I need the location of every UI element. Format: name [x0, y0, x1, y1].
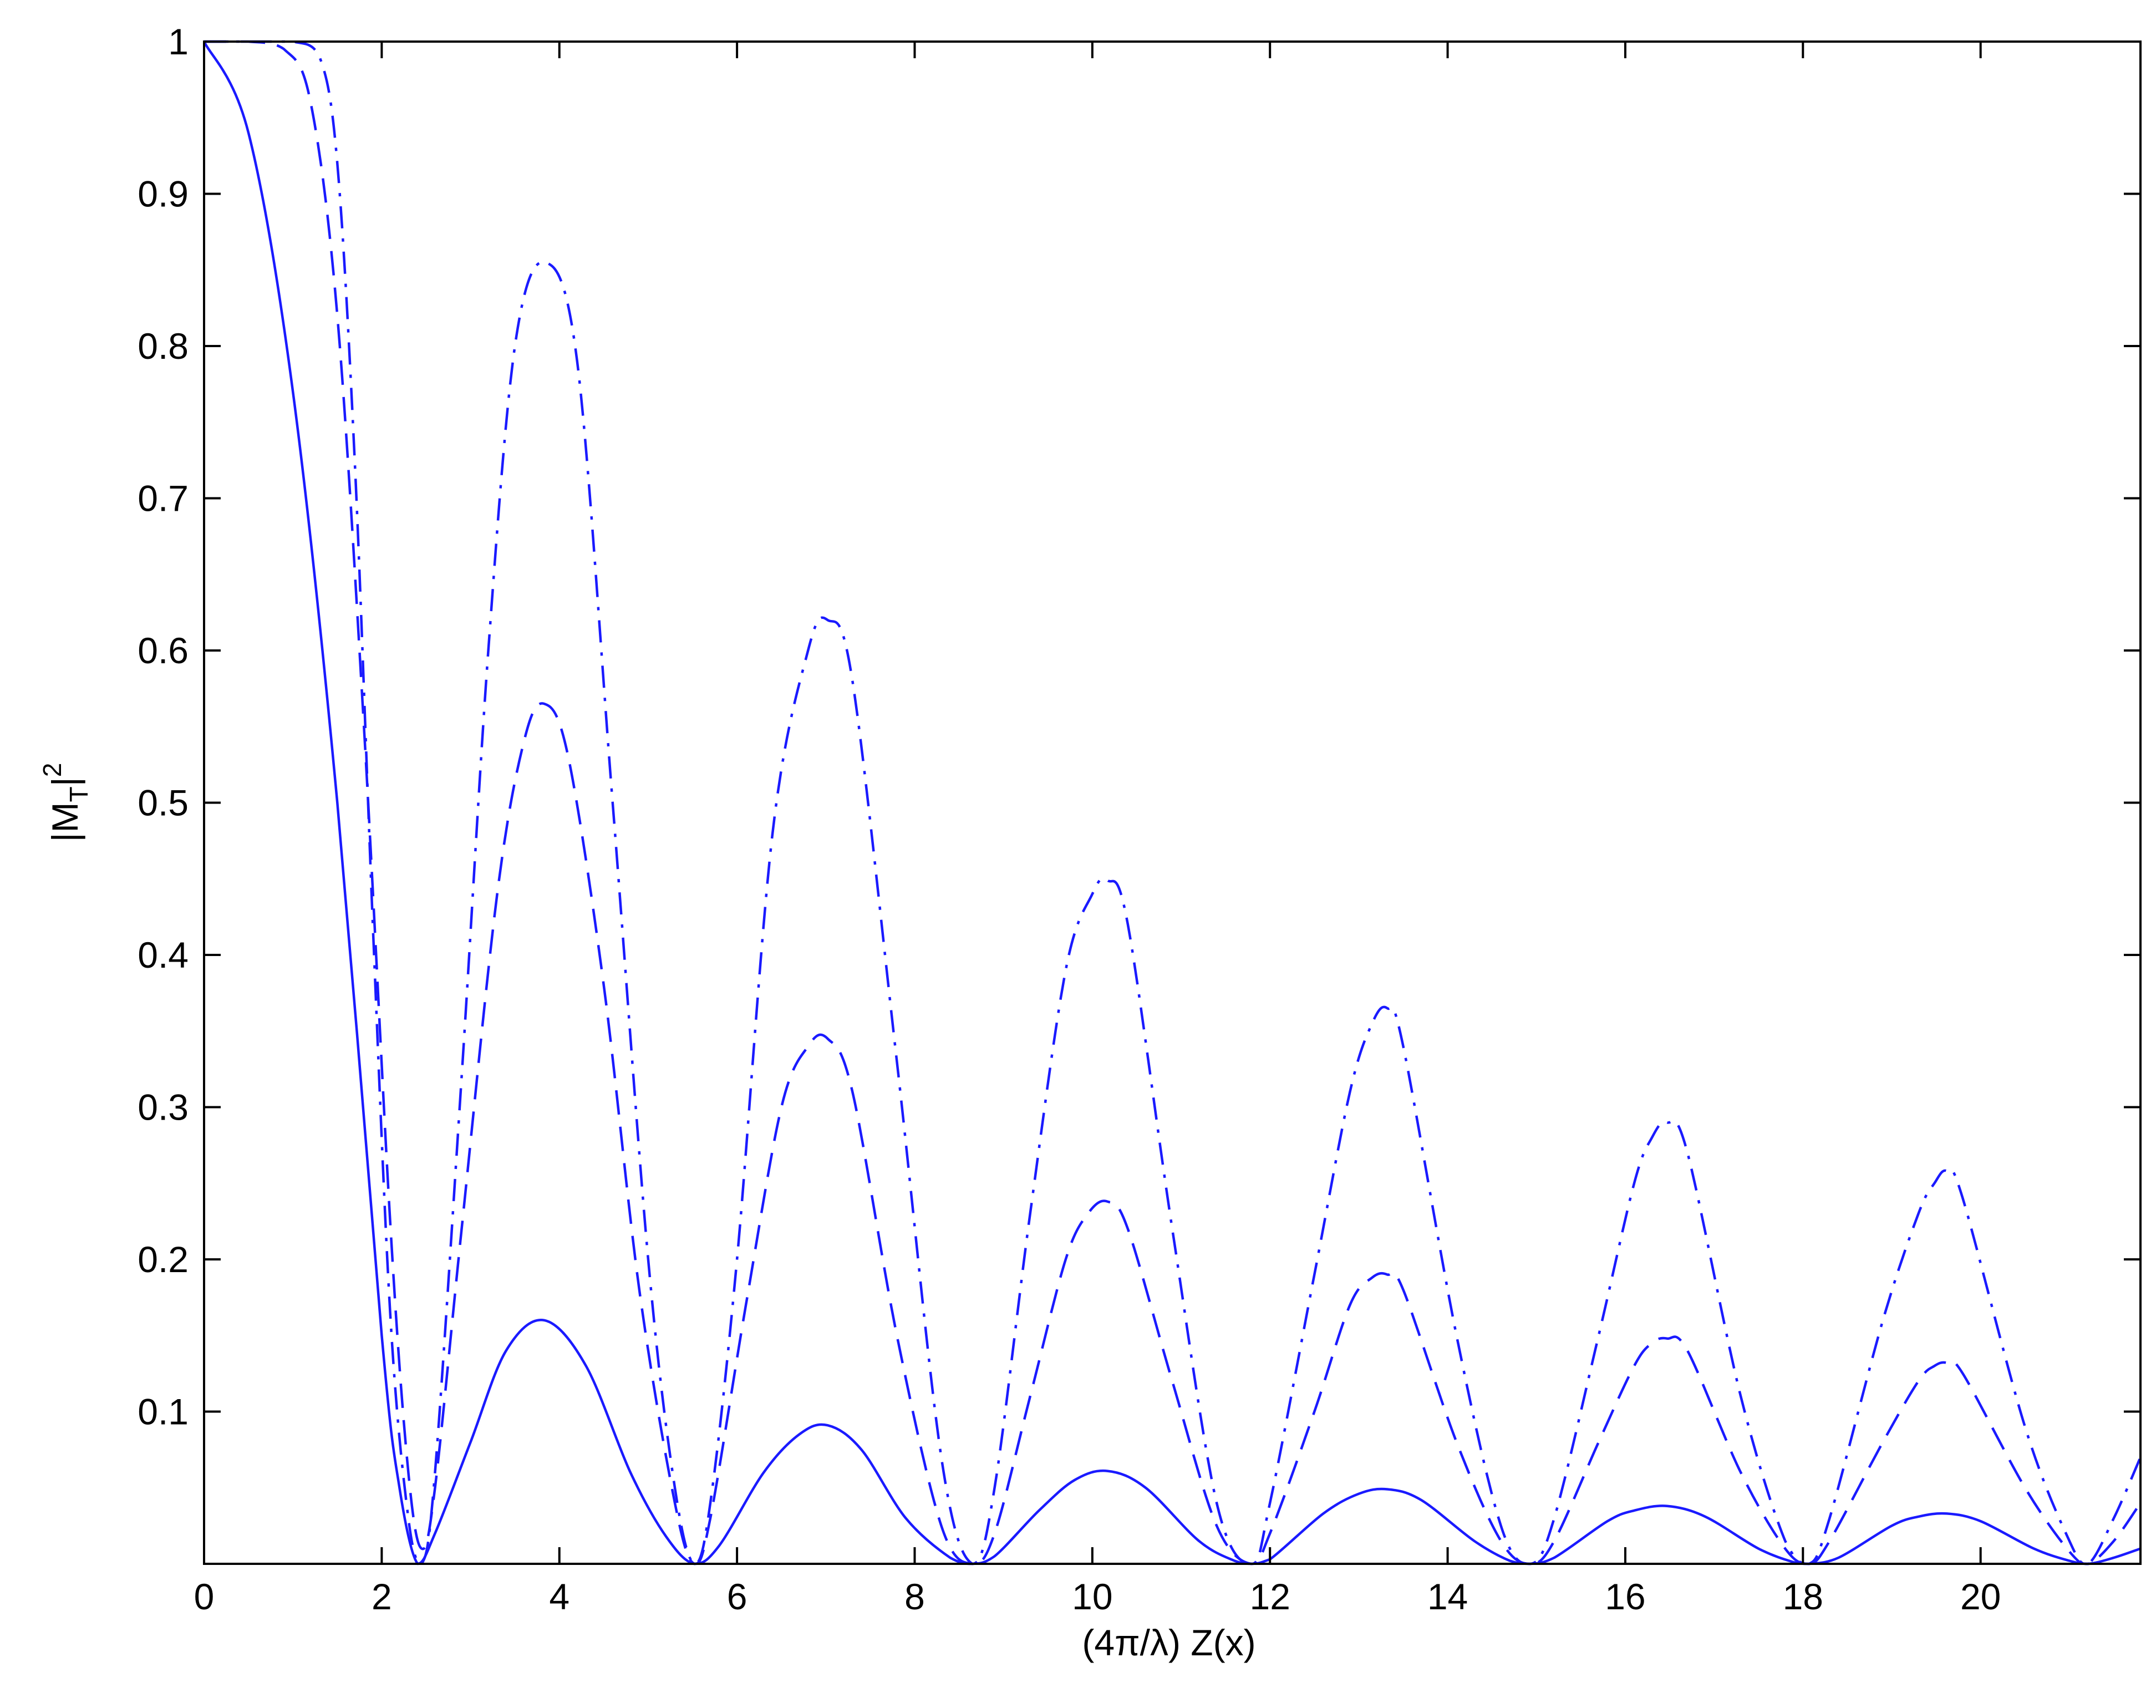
- y-tick-label: 0.3: [138, 1087, 189, 1128]
- y-axis-label-subscript: T: [64, 786, 93, 802]
- x-tick-label: 18: [1783, 1576, 1823, 1617]
- y-tick-label: 0.4: [138, 934, 189, 975]
- x-tick-label: 2: [372, 1576, 392, 1617]
- x-tick-label: 4: [549, 1576, 569, 1617]
- y-axis-label: |MT|2: [38, 763, 93, 842]
- x-tick-label: 16: [1605, 1576, 1645, 1617]
- y-tick-label: 0.6: [138, 630, 189, 671]
- series-line-dashdot: [204, 40, 2142, 1565]
- x-tick-label: 14: [1427, 1576, 1468, 1617]
- y-tick-label: 0.7: [138, 478, 189, 519]
- x-tick-label: 10: [1072, 1576, 1112, 1617]
- y-axis-label-superscript: 2: [38, 763, 67, 777]
- y-tick-label: 0.5: [138, 782, 189, 824]
- y-tick-label: 0.8: [138, 326, 189, 367]
- y-axis-label-close: |: [44, 777, 85, 786]
- x-tick-label: 0: [194, 1576, 215, 1617]
- y-axis-label-base: |M: [44, 802, 85, 842]
- x-tick-label: 20: [1960, 1576, 2001, 1617]
- y-tick-label: 0.2: [138, 1239, 189, 1280]
- y-tick-label: 1: [168, 21, 189, 62]
- y-tick-label: 0.9: [138, 174, 189, 215]
- x-tick-label: 12: [1249, 1576, 1290, 1617]
- x-tick-label: 8: [904, 1576, 925, 1617]
- plot-curves: [202, 40, 2142, 1565]
- y-tick-label: 0.1: [138, 1391, 189, 1432]
- series-line-solid: [202, 41, 2141, 1565]
- x-axis: 0 2 4 6 8 10 12 14 16 18 20: [194, 42, 2001, 1617]
- x-axis-label: (4π/λ) Z(x): [1082, 1622, 1255, 1663]
- y-axis: 0.1 0.2 0.3 0.4 0.5 0.6 0.7 0.8 0.9 1: [138, 21, 2140, 1432]
- x-tick-label: 6: [727, 1576, 748, 1617]
